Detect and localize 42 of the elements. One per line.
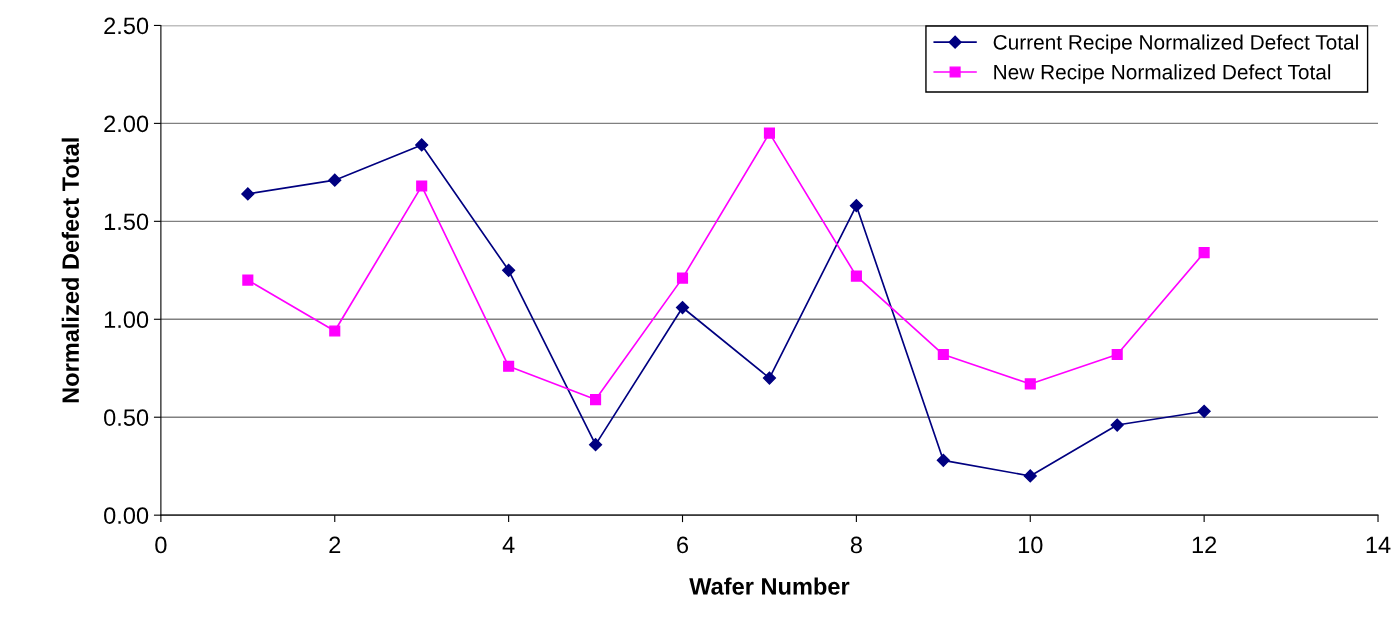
point bbox=[1197, 404, 1211, 418]
x-tick-label: 8 bbox=[850, 536, 862, 554]
point bbox=[675, 300, 690, 315]
x-tick-label: 6 bbox=[677, 536, 689, 554]
point bbox=[762, 371, 777, 385]
point bbox=[763, 127, 776, 139]
point bbox=[1023, 469, 1037, 483]
legend-label: New Recipe Normalized Defect Total bbox=[994, 64, 1331, 84]
x-tick-label: 4 bbox=[502, 536, 515, 554]
point bbox=[850, 270, 862, 282]
y-tick-label: 2.50 bbox=[104, 17, 149, 35]
point bbox=[416, 180, 428, 192]
point bbox=[937, 348, 949, 361]
point bbox=[588, 438, 603, 452]
legend-label: Current Recipe Normalized Defect Total bbox=[993, 34, 1358, 54]
y-tick-label: 1.00 bbox=[104, 311, 149, 329]
point bbox=[849, 199, 863, 213]
point bbox=[590, 394, 602, 406]
x-tick-label: 10 bbox=[1018, 536, 1043, 554]
point bbox=[1111, 348, 1123, 361]
x-tick-label: 14 bbox=[1366, 536, 1391, 554]
point bbox=[242, 274, 254, 286]
point bbox=[1110, 418, 1124, 432]
point bbox=[936, 453, 950, 467]
y-tick-label: 0.00 bbox=[104, 507, 149, 524]
x-tick-label: 0 bbox=[155, 536, 167, 554]
y-tick-label: 0.50 bbox=[104, 409, 149, 426]
x-tick-label: 2 bbox=[329, 536, 341, 554]
y-tick-label: 1.50 bbox=[104, 213, 149, 231]
x-axis-title: Wafer Number bbox=[689, 577, 850, 595]
point bbox=[503, 360, 515, 372]
point bbox=[415, 138, 429, 152]
point bbox=[1198, 247, 1210, 259]
point bbox=[502, 263, 516, 277]
y-axis-title: Normalized Defect Total bbox=[61, 138, 80, 403]
point bbox=[1024, 378, 1036, 390]
point bbox=[676, 272, 689, 284]
point bbox=[329, 325, 341, 337]
point bbox=[241, 187, 255, 201]
point bbox=[328, 173, 342, 187]
y-tick-label: 2.00 bbox=[104, 115, 149, 133]
x-tick-label: 12 bbox=[1192, 536, 1217, 554]
